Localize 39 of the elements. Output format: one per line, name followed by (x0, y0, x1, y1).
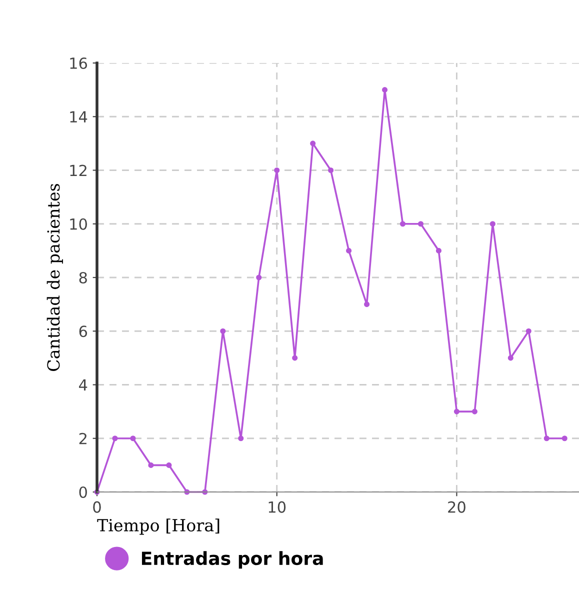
point (562, 436, 568, 442)
x-axis-title: Tiempo [Hora] (97, 518, 220, 535)
x-tick-label: 20 (448, 501, 466, 513)
point (256, 274, 262, 280)
point (364, 302, 370, 308)
y-tick-label: 14 (70, 111, 88, 122)
point (292, 355, 298, 361)
point (220, 328, 226, 334)
y-tick-label: 12 (70, 164, 86, 176)
point (490, 221, 496, 227)
y-tick-label: 10 (70, 218, 87, 230)
y-axis-title: Cantidad de pacientes (46, 184, 63, 371)
y-tick-label: 0 (79, 486, 87, 498)
y-tick-label: 6 (79, 326, 88, 338)
point (436, 248, 442, 254)
y-tick-label: 8 (79, 272, 87, 284)
point (328, 167, 334, 174)
point (346, 248, 352, 254)
point (454, 408, 460, 414)
y-tick-label: 2 (79, 432, 86, 444)
point (400, 221, 406, 227)
point (418, 221, 424, 227)
point (472, 408, 478, 414)
y-tick-label: 4 (79, 379, 88, 391)
point (526, 328, 532, 334)
legend-label: Entradas por hora (142, 551, 323, 569)
point (112, 436, 118, 442)
x-tick-label: 10 (268, 501, 286, 513)
point (166, 462, 172, 468)
y-tick-label: 16 (70, 57, 88, 70)
x-tick-label: 0 (93, 501, 101, 513)
point (508, 355, 514, 361)
point (238, 436, 244, 442)
point (382, 87, 388, 93)
point (310, 140, 316, 146)
point (130, 436, 136, 442)
point (274, 167, 280, 174)
point (544, 436, 550, 442)
point (148, 462, 154, 468)
